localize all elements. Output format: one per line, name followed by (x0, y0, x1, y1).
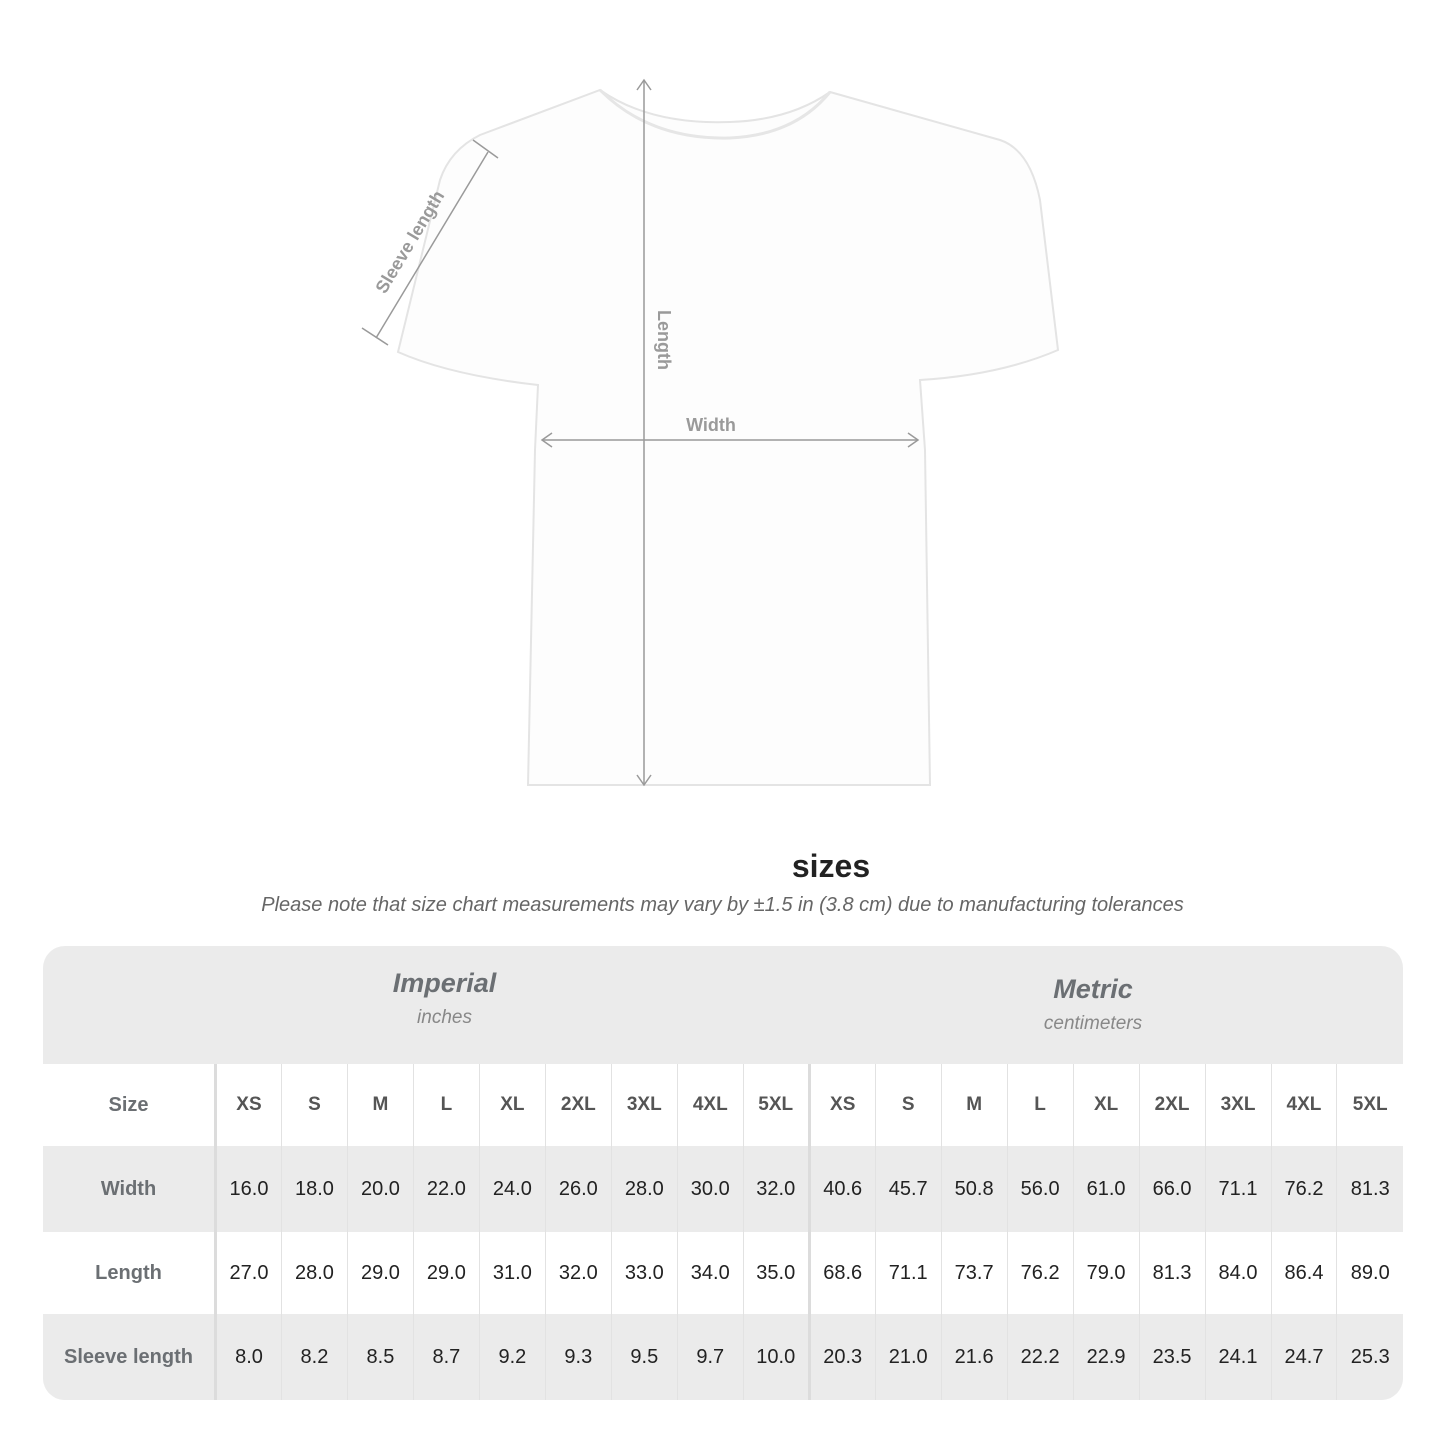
metric-size-s: S (874, 1064, 942, 1146)
tshirt-diagram: Sleeve length Length Width (361, 78, 1060, 787)
metric-size-4xl: 4XL (1270, 1064, 1337, 1146)
metric-size-xl: XL (1072, 1064, 1140, 1146)
imperial-cell: 24.0 (478, 1146, 546, 1232)
metric-unit: centimeters (1043, 1013, 1143, 1034)
metric-cell: 45.7 (874, 1146, 942, 1232)
size-row-label: Size (43, 1064, 217, 1146)
metric-cell: 61.0 (1072, 1146, 1140, 1232)
row-label: Sleeve length (43, 1314, 217, 1400)
imperial-cell: 32.0 (544, 1232, 612, 1314)
imperial-size-xs: XS (215, 1064, 282, 1146)
metric-cell: 81.3 (1138, 1232, 1206, 1314)
imperial-cell: 29.0 (412, 1232, 480, 1314)
imperial-size-2xl: 2XL (544, 1064, 612, 1146)
metric-cell: 24.7 (1270, 1314, 1337, 1400)
imperial-cell: 8.5 (346, 1314, 414, 1400)
metric-cell: 73.7 (940, 1232, 1008, 1314)
metric-cell: 89.0 (1336, 1232, 1403, 1314)
imperial-cell: 27.0 (215, 1232, 282, 1314)
imperial-cell: 9.5 (610, 1314, 678, 1400)
metric-cell: 84.0 (1204, 1232, 1271, 1314)
metric-cell: 21.0 (874, 1314, 942, 1400)
imperial-size-s: S (280, 1064, 348, 1146)
imperial-cell: 8.7 (412, 1314, 480, 1400)
metric-cell: 24.1 (1204, 1314, 1271, 1400)
metric-cell: 66.0 (1138, 1146, 1206, 1232)
imperial-cell: 8.2 (280, 1314, 348, 1400)
imperial-size-xl: XL (478, 1064, 546, 1146)
metric-cell: 25.3 (1336, 1314, 1403, 1400)
table-row: Width 16.0 18.0 20.0 22.0 24.0 26.0 28.0 30.0 32.… (43, 1146, 1403, 1232)
imperial-cell: 34.0 (676, 1232, 744, 1314)
length-label: Length (654, 310, 674, 370)
imperial-size-4xl: 4XL (676, 1064, 744, 1146)
size-header-row: Size XS S M L XL 2XL 3XL 4XL 5XL XS S M L XL 2XL 3XL 4XL 5… (43, 1064, 1403, 1146)
imperial-cell: 8.0 (215, 1314, 282, 1400)
metric-cell: 22.2 (1006, 1314, 1074, 1400)
imperial-cell: 30.0 (676, 1146, 744, 1232)
imperial-cell: 22.0 (412, 1146, 480, 1232)
imperial-cell: 28.0 (610, 1146, 678, 1232)
metric-cell: 50.8 (940, 1146, 1008, 1232)
metric-cell: 21.6 (940, 1314, 1008, 1400)
imperial-size-m: M (346, 1064, 414, 1146)
tshirt-collar (598, 88, 832, 140)
imperial-cell: 9.7 (676, 1314, 744, 1400)
size-chart: Imperial inches Metric centimeters Size X… (43, 946, 1403, 1400)
tshirt-shape (396, 88, 1060, 786)
imperial-cell: 26.0 (544, 1146, 612, 1232)
imperial-size-3xl: 3XL (610, 1064, 678, 1146)
metric-cell: 56.0 (1006, 1146, 1074, 1232)
row-label: Length (43, 1232, 217, 1314)
imperial-unit: inches (417, 1007, 472, 1028)
metric-cell: 71.1 (1204, 1146, 1271, 1232)
imperial-cell: 28.0 (280, 1232, 348, 1314)
row-label: Width (43, 1146, 217, 1232)
imperial-cell: 16.0 (215, 1146, 282, 1232)
metric-cell: 23.5 (1138, 1314, 1206, 1400)
metric-size-m: M (940, 1064, 1008, 1146)
imperial-cell: 10.0 (742, 1314, 810, 1400)
metric-size-l: L (1006, 1064, 1074, 1146)
imperial-cell: 9.2 (478, 1314, 546, 1400)
imperial-cell: 32.0 (742, 1146, 810, 1232)
sleeve-arrow (375, 151, 489, 339)
table-row: Sleeve length 8.0 8.2 8.5 8.7 9.2 9.3 9.5 9.7 10.… (43, 1314, 1403, 1400)
imperial-size-l: L (412, 1064, 480, 1146)
imperial-cell: 29.0 (346, 1232, 414, 1314)
metric-cell: 79.0 (1072, 1232, 1140, 1314)
metric-size-3xl: 3XL (1204, 1064, 1271, 1146)
metric-size-5xl: 5XL (1336, 1064, 1403, 1146)
imperial-size-5xl: 5XL (742, 1064, 810, 1146)
imperial-cell: 18.0 (280, 1146, 348, 1232)
metric-cell: 71.1 (874, 1232, 942, 1314)
imperial-cell: 33.0 (610, 1232, 678, 1314)
metric-cell: 81.3 (1336, 1146, 1403, 1232)
metric-cell: 86.4 (1270, 1232, 1337, 1314)
imperial-cell: 35.0 (742, 1232, 810, 1314)
page-title: sizes (791, 848, 871, 884)
metric-cell: 40.6 (807, 1146, 876, 1232)
table-row: Length 27.0 28.0 29.0 29.0 31.0 32.0 33.0 34.0 35… (43, 1232, 1403, 1314)
imperial-cell: 9.3 (544, 1314, 612, 1400)
metric-cell: 20.3 (807, 1314, 876, 1400)
metric-cell: 68.6 (807, 1232, 876, 1314)
metric-header: Metric centimeters (809, 974, 1377, 1035)
imperial-cell: 20.0 (346, 1146, 414, 1232)
imperial-cell: 31.0 (478, 1232, 546, 1314)
tolerance-note: Please note that size chart measurements… (261, 894, 1184, 916)
metric-cell: 22.9 (1072, 1314, 1140, 1400)
width-label: Width (686, 415, 736, 435)
imperial-title: Imperial (392, 968, 497, 998)
metric-size-xs: XS (807, 1064, 876, 1146)
size-table: Size XS S M L XL 2XL 3XL 4XL 5XL XS S M L XL 2XL 3XL 4XL 5… (43, 1064, 1403, 1400)
metric-cell: 76.2 (1006, 1232, 1074, 1314)
imperial-header: Imperial inches (215, 968, 674, 1029)
metric-size-2xl: 2XL (1138, 1064, 1206, 1146)
metric-title: Metric (1053, 974, 1133, 1004)
metric-cell: 76.2 (1270, 1146, 1337, 1232)
